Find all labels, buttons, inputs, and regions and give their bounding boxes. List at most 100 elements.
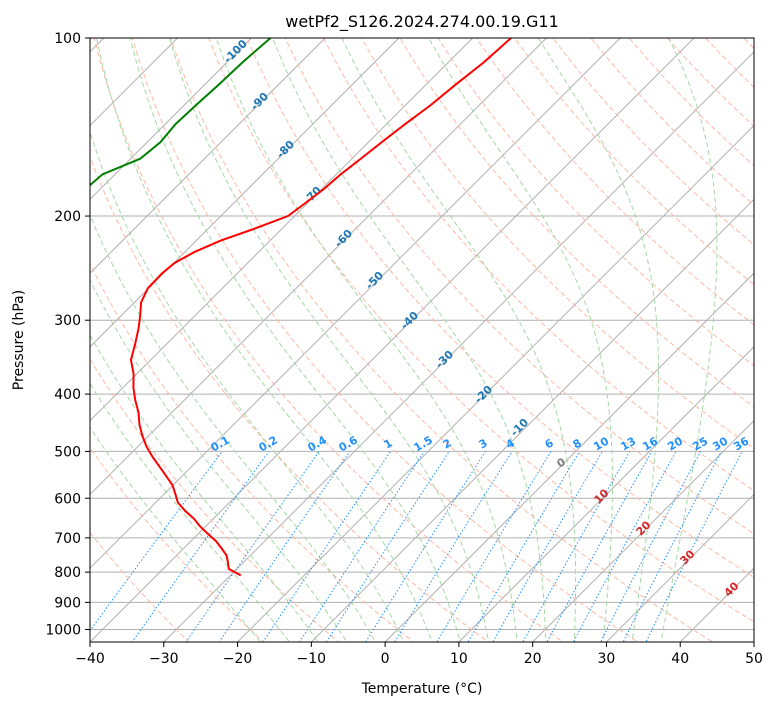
isotherm-line	[90, 38, 400, 348]
isotherm-label-warm: 30	[678, 547, 698, 567]
moist-adiabat-line	[90, 334, 319, 642]
dry-adiabat-line	[705, 38, 754, 89]
moist-adiabat-line	[129, 38, 461, 642]
isotherm-label: -100	[221, 37, 250, 66]
y-tick-label: 500	[54, 444, 81, 460]
y-tick-label: 100	[54, 31, 81, 47]
temperature-profile-line	[129, 38, 512, 577]
moist-adiabat-line	[168, 38, 490, 642]
background-lines	[90, 38, 754, 642]
mixing-ratio-label: 13	[618, 435, 638, 454]
isotherm-label-warm: 20	[634, 518, 654, 538]
mixing-ratio-line	[365, 451, 486, 642]
x-tick-label: 50	[745, 651, 763, 667]
x-tick-label: 20	[524, 651, 542, 667]
mixing-ratio-line	[645, 451, 743, 642]
dry-adiabat-line	[90, 446, 265, 642]
dry-adiabat-line	[93, 38, 564, 642]
isotherm-line	[237, 124, 754, 642]
x-tick-label: −10	[297, 651, 327, 667]
isotherm-label: -50	[363, 269, 386, 292]
dry-adiabat-line	[475, 38, 754, 326]
dry-adiabat-line	[743, 38, 754, 49]
mixing-ratio-label: 20	[665, 434, 685, 453]
mixing-ratio-line	[467, 451, 580, 642]
y-axis-ticks: 100 200 300 400 500 600 700 800 900 1000	[45, 31, 90, 638]
y-axis-label: Pressure (hPa)	[11, 290, 27, 390]
isotherm-label: -40	[398, 309, 421, 332]
y-tick-label: 900	[54, 595, 81, 611]
x-tick-label: −20	[223, 651, 253, 667]
isotherm-label: -10	[508, 416, 531, 439]
y-tick-label: 1000	[45, 622, 81, 638]
moist-adiabat-line	[90, 278, 348, 642]
dry-adiabat-line	[208, 38, 754, 623]
mixing-ratio-line	[600, 451, 702, 642]
mixing-ratio-label: 3	[477, 436, 490, 451]
isotherm-label-warm: 10	[592, 486, 612, 506]
dry-adiabat-line	[437, 38, 754, 367]
mixing-ratio-line	[546, 451, 653, 642]
mixing-ratio-line	[218, 451, 351, 642]
mixing-ratio-label: 8	[571, 436, 584, 451]
isotherm-line	[90, 38, 695, 642]
moist-adiabat-line	[428, 38, 613, 642]
mixing-ratio-line	[298, 451, 425, 642]
dry-adiabat-line	[170, 38, 714, 642]
dry-adiabat-line	[628, 38, 754, 167]
isotherm-line	[310, 198, 754, 642]
chart-title: wetPf2_S126.2024.274.00.19.G11	[285, 12, 559, 32]
moist-adiabat-line	[90, 130, 405, 642]
isotherm-line	[90, 38, 252, 201]
mixing-ratio-label: 1	[382, 436, 395, 451]
x-axis-label: Temperature (°C)	[361, 681, 483, 697]
y-tick-label: 300	[54, 313, 81, 329]
mixing-ratio-line	[572, 451, 677, 642]
isotherm-line	[90, 38, 547, 496]
mixing-ratio-label: 25	[690, 435, 710, 454]
dry-adiabat-line	[131, 38, 639, 642]
isotherm-line	[753, 641, 754, 642]
isotherm-line	[606, 493, 754, 642]
mixing-ratio-line	[394, 451, 513, 642]
x-tick-label: −40	[75, 651, 105, 667]
isotherm-line	[458, 346, 754, 642]
moist-adiabat-line	[341, 38, 577, 642]
dry-adiabat-line	[514, 38, 754, 286]
mixing-ratio-label: 2	[441, 436, 454, 451]
mixing-ratio-line	[622, 451, 722, 642]
isotherm-line	[90, 38, 621, 569]
mixing-ratio-label: 36	[731, 434, 751, 453]
dry-adiabat-line	[90, 155, 490, 642]
isotherm-line	[163, 51, 754, 642]
mixing-ratio-label: 16	[640, 434, 660, 453]
x-tick-label: 30	[598, 651, 616, 667]
isotherm-label: -80	[274, 138, 297, 161]
mixing-ratio-line	[492, 451, 603, 642]
moist-adiabat-line	[90, 426, 262, 642]
moist-adiabat-line	[90, 213, 376, 642]
dry-adiabat-line	[90, 262, 415, 642]
isotherm-label-warm: 40	[722, 579, 742, 599]
moist-adiabat-line	[96, 38, 433, 642]
moist-adiabat-line	[272, 38, 547, 642]
mixing-ratio-line	[522, 451, 631, 642]
isotherm-label: -30	[433, 348, 456, 371]
isotherm-line	[90, 38, 326, 274]
profile-series	[90, 38, 512, 577]
mixing-ratio-line	[185, 451, 320, 642]
moist-adiabat-line	[660, 38, 718, 642]
x-tick-label: 10	[450, 651, 468, 667]
dry-adiabat-line	[322, 38, 754, 492]
mixing-ratio-label: 30	[710, 434, 730, 453]
y-tick-label: 600	[54, 491, 81, 507]
moist-adiabat-line	[215, 38, 518, 642]
dry-adiabat-line	[552, 38, 754, 246]
moist-adiabat-line	[90, 382, 291, 642]
x-tick-label: 40	[671, 651, 689, 667]
isotherm-line	[384, 272, 754, 642]
dry-adiabat-line	[90, 531, 190, 642]
mixing-ratio-label: 6	[543, 436, 556, 451]
mixing-ratio-line	[436, 451, 552, 642]
